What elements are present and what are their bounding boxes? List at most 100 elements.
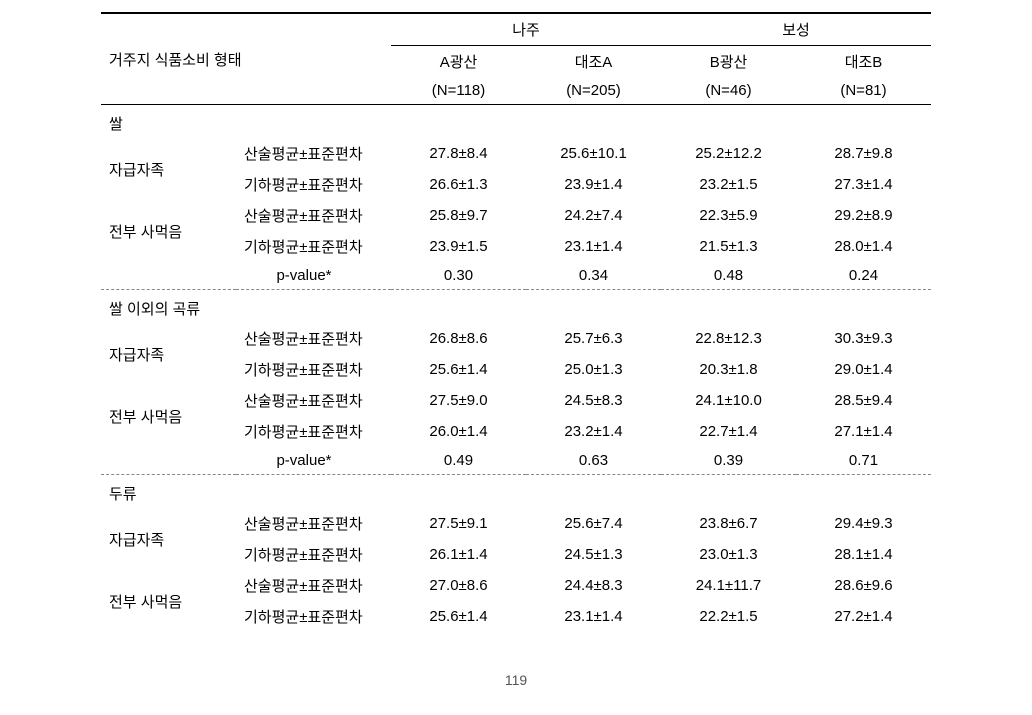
value-cell: 25.7±6.3 [526, 323, 661, 354]
stat-label: 산술평균±표준편차 [236, 570, 391, 601]
value-cell: 24.4±8.3 [526, 570, 661, 601]
value-cell: 26.1±1.4 [391, 539, 526, 570]
table-row: 전부 사먹음산술평균±표준편차27.5±9.024.5±8.324.1±10.0… [101, 385, 931, 416]
value-cell: 25.2±12.2 [661, 138, 796, 169]
region1-header: 나주 [391, 13, 661, 46]
pvalue-row: p-value*0.490.630.390.71 [101, 447, 931, 475]
section-title-row: 쌀 [101, 105, 931, 139]
value-cell: 26.6±1.3 [391, 169, 526, 200]
value-cell: 23.9±1.4 [526, 169, 661, 200]
value-cell: 23.1±1.4 [526, 601, 661, 632]
pvalue-cell: 0.71 [796, 447, 931, 475]
pvalue-row: p-value*0.300.340.480.24 [101, 262, 931, 290]
section-title: 쌀 이외의 곡류 [101, 290, 931, 324]
value-cell: 23.1±1.4 [526, 231, 661, 262]
value-cell: 25.6±1.4 [391, 601, 526, 632]
value-cell: 27.3±1.4 [796, 169, 931, 200]
value-cell: 23.9±1.5 [391, 231, 526, 262]
value-cell: 23.2±1.4 [526, 416, 661, 447]
value-cell: 24.1±10.0 [661, 385, 796, 416]
group-label: 자급자족 [101, 508, 236, 570]
table-header: 거주지 식품소비 형태 나주 보성 A광산 대조A B광산 대조B (N=118… [101, 13, 931, 105]
stat-label: 산술평균±표준편차 [236, 200, 391, 231]
stat-label: 산술평균±표준편차 [236, 508, 391, 539]
group-label: 전부 사먹음 [101, 200, 236, 262]
col2-name: 대조A [526, 46, 661, 78]
pvalue-label: p-value* [101, 447, 391, 475]
pvalue-cell: 0.48 [661, 262, 796, 290]
value-cell: 25.8±9.7 [391, 200, 526, 231]
data-table: 거주지 식품소비 형태 나주 보성 A광산 대조A B광산 대조B (N=118… [101, 12, 931, 632]
value-cell: 28.6±9.6 [796, 570, 931, 601]
group-label: 전부 사먹음 [101, 385, 236, 447]
page-number: 119 [12, 672, 1020, 688]
value-cell: 28.1±1.4 [796, 539, 931, 570]
section-title: 쌀 [101, 105, 931, 139]
pvalue-cell: 0.63 [526, 447, 661, 475]
row-header-label: 거주지 식품소비 형태 [101, 13, 391, 105]
group-label: 자급자족 [101, 138, 236, 200]
stat-label: 기하평균±표준편차 [236, 601, 391, 632]
value-cell: 22.2±1.5 [661, 601, 796, 632]
group-label: 전부 사먹음 [101, 570, 236, 632]
pvalue-cell: 0.49 [391, 447, 526, 475]
value-cell: 25.0±1.3 [526, 354, 661, 385]
group-label: 자급자족 [101, 323, 236, 385]
value-cell: 27.5±9.1 [391, 508, 526, 539]
stat-label: 기하평균±표준편차 [236, 231, 391, 262]
col4-name: 대조B [796, 46, 931, 78]
value-cell: 30.3±9.3 [796, 323, 931, 354]
value-cell: 22.8±12.3 [661, 323, 796, 354]
value-cell: 25.6±10.1 [526, 138, 661, 169]
value-cell: 29.4±9.3 [796, 508, 931, 539]
value-cell: 24.1±11.7 [661, 570, 796, 601]
value-cell: 23.8±6.7 [661, 508, 796, 539]
value-cell: 24.5±8.3 [526, 385, 661, 416]
table-row: 자급자족산술평균±표준편차27.5±9.125.6±7.423.8±6.729.… [101, 508, 931, 539]
pvalue-cell: 0.39 [661, 447, 796, 475]
value-cell: 26.0±1.4 [391, 416, 526, 447]
value-cell: 25.6±7.4 [526, 508, 661, 539]
value-cell: 26.8±8.6 [391, 323, 526, 354]
section-title-row: 두류 [101, 475, 931, 509]
table-row: 자급자족산술평균±표준편차27.8±8.425.6±10.125.2±12.22… [101, 138, 931, 169]
value-cell: 29.0±1.4 [796, 354, 931, 385]
col3-n: (N=46) [661, 77, 796, 105]
value-cell: 27.0±8.6 [391, 570, 526, 601]
col3-name: B광산 [661, 46, 796, 78]
value-cell: 27.1±1.4 [796, 416, 931, 447]
table-row: 전부 사먹음산술평균±표준편차27.0±8.624.4±8.324.1±11.7… [101, 570, 931, 601]
pvalue-label: p-value* [101, 262, 391, 290]
value-cell: 28.7±9.8 [796, 138, 931, 169]
stat-label: 기하평균±표준편차 [236, 539, 391, 570]
table-row: 자급자족산술평균±표준편차26.8±8.625.7±6.322.8±12.330… [101, 323, 931, 354]
pvalue-cell: 0.34 [526, 262, 661, 290]
stat-label: 기하평균±표준편차 [236, 416, 391, 447]
value-cell: 24.2±7.4 [526, 200, 661, 231]
value-cell: 27.2±1.4 [796, 601, 931, 632]
region2-header: 보성 [661, 13, 931, 46]
value-cell: 20.3±1.8 [661, 354, 796, 385]
col2-n: (N=205) [526, 77, 661, 105]
table-row: 전부 사먹음산술평균±표준편차25.8±9.724.2±7.422.3±5.92… [101, 200, 931, 231]
value-cell: 27.8±8.4 [391, 138, 526, 169]
stat-label: 산술평균±표준편차 [236, 385, 391, 416]
stat-label: 산술평균±표준편차 [236, 323, 391, 354]
value-cell: 21.5±1.3 [661, 231, 796, 262]
value-cell: 22.3±5.9 [661, 200, 796, 231]
value-cell: 29.2±8.9 [796, 200, 931, 231]
value-cell: 27.5±9.0 [391, 385, 526, 416]
value-cell: 28.0±1.4 [796, 231, 931, 262]
pvalue-cell: 0.30 [391, 262, 526, 290]
value-cell: 23.0±1.3 [661, 539, 796, 570]
section-title: 두류 [101, 475, 931, 509]
section-title-row: 쌀 이외의 곡류 [101, 290, 931, 324]
value-cell: 23.2±1.5 [661, 169, 796, 200]
value-cell: 22.7±1.4 [661, 416, 796, 447]
col4-n: (N=81) [796, 77, 931, 105]
col1-name: A광산 [391, 46, 526, 78]
stat-label: 산술평균±표준편차 [236, 138, 391, 169]
pvalue-cell: 0.24 [796, 262, 931, 290]
table-body: 쌀자급자족산술평균±표준편차27.8±8.425.6±10.125.2±12.2… [101, 105, 931, 633]
value-cell: 28.5±9.4 [796, 385, 931, 416]
